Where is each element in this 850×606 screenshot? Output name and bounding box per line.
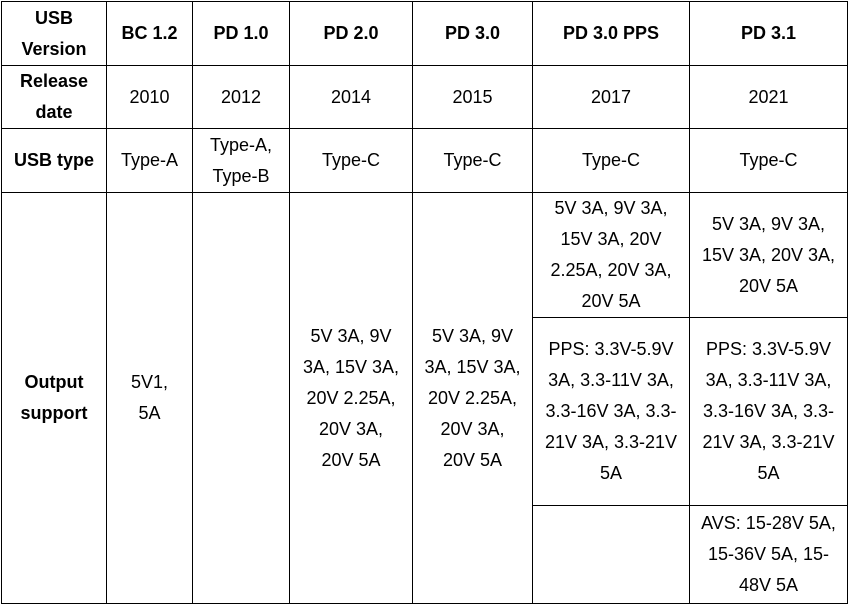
cell-text: AVS: 15-28V 5A, 15-36V 5A, 15-48V 5A bbox=[701, 513, 836, 595]
cell-text: PD 1.0 bbox=[213, 23, 269, 43]
header-cell: USB Version bbox=[1, 1, 107, 66]
cell-text: Output support bbox=[20, 372, 88, 423]
data-cell: 5V1, 5A bbox=[106, 192, 193, 604]
cell-text: 5V1, 5A bbox=[130, 372, 169, 423]
cell-text: PD 3.0 PPS bbox=[562, 23, 660, 43]
cell-text: 2017 bbox=[590, 86, 632, 107]
cell-text: 5V 3A, 9V 3A, 15V 3A, 20V 2.25A, 20V 3A,… bbox=[550, 198, 672, 311]
cell-text: 5V 3A, 9V 3A, 15V 3A, 20V 3A, 20V 5A bbox=[701, 213, 836, 296]
data-cell bbox=[532, 505, 690, 604]
cell-text: PD 2.0 bbox=[323, 23, 379, 43]
data-cell: 2017 bbox=[532, 65, 690, 129]
cell-text: 5V 3A, 9V 3A, 15V 3A, 20V 2.25A, 20V 3A,… bbox=[302, 325, 400, 470]
cell-text: 2012 bbox=[220, 86, 262, 107]
cell-text: PPS: 3.3V-5.9V 3A, 3.3-11V 3A, 3.3-16V 3… bbox=[544, 339, 678, 483]
data-cell: Type-C bbox=[412, 128, 533, 193]
header-cell: PD 3.0 PPS bbox=[532, 1, 690, 66]
data-cell: Type-A bbox=[106, 128, 193, 193]
data-cell: 5V 3A, 9V 3A, 15V 3A, 20V 2.25A, 20V 3A,… bbox=[412, 192, 533, 604]
data-cell: Type-C bbox=[532, 128, 690, 193]
cell-text: 2015 bbox=[452, 86, 493, 107]
data-cell bbox=[192, 192, 290, 604]
data-cell: Type-C bbox=[289, 128, 413, 193]
cell-text: Type-A bbox=[120, 150, 179, 170]
cell-text: PPS: 3.3V-5.9V 3A, 3.3-11V 3A, 3.3-16V 3… bbox=[702, 339, 835, 483]
data-cell: 2015 bbox=[412, 65, 533, 129]
data-cell: 5V 3A, 9V 3A, 15V 3A, 20V 2.25A, 20V 3A,… bbox=[532, 192, 690, 318]
data-cell: Type-C bbox=[689, 128, 848, 193]
data-cell: PPS: 3.3V-5.9V 3A, 3.3-11V 3A, 3.3-16V 3… bbox=[689, 317, 848, 506]
data-cell: 2014 bbox=[289, 65, 413, 129]
cell-text: 5V 3A, 9V 3A, 15V 3A, 20V 2.25A, 20V 3A,… bbox=[424, 325, 521, 470]
data-cell: PPS: 3.3V-5.9V 3A, 3.3-11V 3A, 3.3-16V 3… bbox=[532, 317, 690, 506]
header-cell: PD 3.0 bbox=[412, 1, 533, 66]
header-cell: PD 3.1 bbox=[689, 1, 848, 66]
row-label: Output support bbox=[1, 192, 107, 604]
header-cell: PD 1.0 bbox=[192, 1, 290, 66]
header-cell: BC 1.2 bbox=[106, 1, 193, 66]
cell-text: 2010 bbox=[129, 86, 170, 107]
cell-text: USB Version bbox=[21, 7, 87, 59]
cell-text: Type-C bbox=[321, 150, 381, 170]
cell-text: 2021 bbox=[748, 86, 789, 107]
cell-text: PD 3.0 bbox=[444, 23, 501, 43]
data-cell: 2021 bbox=[689, 65, 848, 129]
row-label: USB type bbox=[1, 128, 107, 193]
header-cell: PD 2.0 bbox=[289, 1, 413, 66]
cell-text: Type-C bbox=[739, 150, 798, 170]
data-cell: 2012 bbox=[192, 65, 290, 129]
data-cell: Type-A, Type-B bbox=[192, 128, 290, 193]
cell-text: Type-C bbox=[581, 150, 641, 170]
data-cell: 2010 bbox=[106, 65, 193, 129]
data-cell: 5V 3A, 9V 3A, 15V 3A, 20V 3A, 20V 5A bbox=[689, 192, 848, 318]
cell-text: PD 3.1 bbox=[740, 23, 797, 43]
cell-text: 2014 bbox=[330, 86, 372, 107]
cell-text: Release date bbox=[19, 71, 89, 122]
cell-text: BC 1.2 bbox=[121, 23, 178, 43]
cell-text: USB type bbox=[14, 150, 95, 170]
data-cell: AVS: 15-28V 5A, 15-36V 5A, 15-48V 5A bbox=[689, 505, 848, 604]
data-cell: 5V 3A, 9V 3A, 15V 3A, 20V 2.25A, 20V 3A,… bbox=[289, 192, 413, 604]
cell-text: Type-A, Type-B bbox=[209, 134, 273, 186]
cell-text: Type-C bbox=[443, 150, 502, 170]
row-label: Release date bbox=[1, 65, 107, 129]
